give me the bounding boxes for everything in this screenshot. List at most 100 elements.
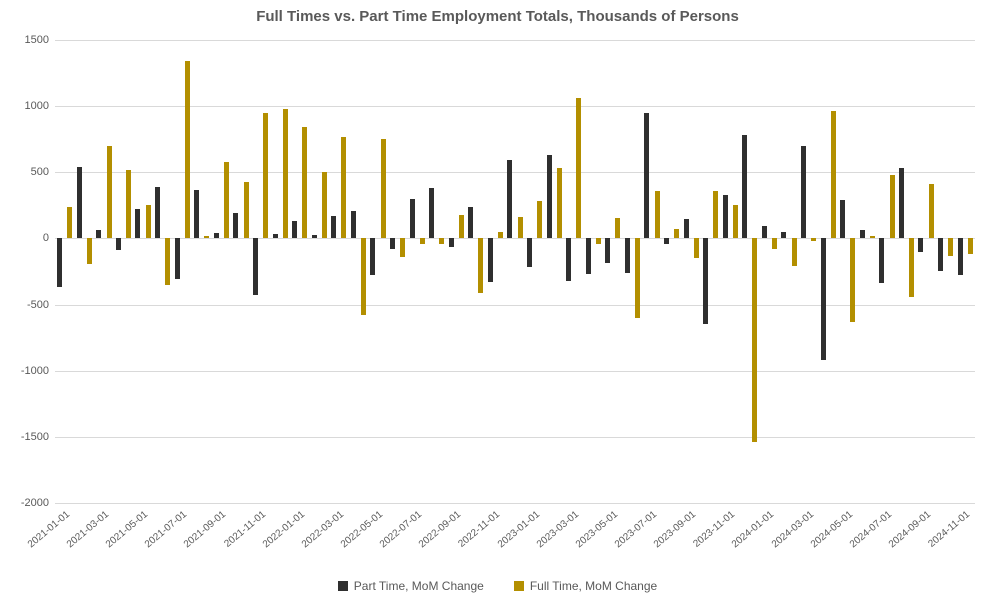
bar-full-time <box>811 238 816 241</box>
bar-full-time <box>596 238 601 243</box>
y-axis-tick-label: 0 <box>43 232 55 244</box>
chart-container: Full Times vs. Part Time Employment Tota… <box>0 0 995 599</box>
bar-part-time <box>938 238 943 271</box>
bar-part-time <box>723 195 728 239</box>
x-axis-tick-label: 2021-11-01 <box>222 509 268 550</box>
bar-part-time <box>429 188 434 238</box>
gridline <box>55 503 975 504</box>
legend-label-part-time: Part Time, MoM Change <box>354 579 484 593</box>
bar-part-time <box>507 160 512 238</box>
y-axis-tick-label: 1000 <box>25 100 55 112</box>
bar-full-time <box>283 109 288 238</box>
bar-full-time <box>341 137 346 239</box>
x-axis-tick-label: 2023-09-01 <box>652 509 698 550</box>
x-axis-tick-label: 2024-11-01 <box>927 509 973 550</box>
bar-part-time <box>57 238 62 287</box>
bar-part-time <box>468 207 473 239</box>
bar-full-time <box>400 238 405 257</box>
bar-part-time <box>96 230 101 238</box>
bar-part-time <box>390 238 395 249</box>
y-axis-tick-label: -500 <box>27 299 55 311</box>
plot-area: -2000-1500-1000-500050010001500 <box>55 40 975 504</box>
x-axis-tick-label: 2024-05-01 <box>809 509 855 550</box>
x-axis-tick-label: 2021-07-01 <box>143 509 189 550</box>
x-axis-tick-label: 2024-07-01 <box>848 509 894 550</box>
bar-part-time <box>116 238 121 250</box>
bar-part-time <box>664 238 669 244</box>
bar-full-time <box>713 191 718 239</box>
x-axis-tick-label: 2022-03-01 <box>300 509 346 550</box>
bar-full-time <box>165 238 170 284</box>
bar-full-time <box>772 238 777 249</box>
bar-full-time <box>498 232 503 238</box>
bar-part-time <box>214 233 219 238</box>
x-axis-tick-label: 2021-05-01 <box>104 509 150 550</box>
bar-full-time <box>107 146 112 238</box>
y-axis-tick-label: -1500 <box>21 431 55 443</box>
bar-full-time <box>909 238 914 296</box>
bar-part-time <box>547 155 552 238</box>
bar-part-time <box>175 238 180 279</box>
x-axis-labels: 2021-01-012021-03-012021-05-012021-07-01… <box>55 509 975 569</box>
bar-part-time <box>644 113 649 238</box>
x-axis-tick-label: 2023-03-01 <box>535 509 581 550</box>
bar-part-time <box>586 238 591 274</box>
bar-part-time <box>135 209 140 239</box>
bar-part-time <box>273 234 278 238</box>
bar-part-time <box>449 238 454 247</box>
bar-full-time <box>576 98 581 238</box>
bar-full-time <box>733 205 738 238</box>
bar-full-time <box>694 238 699 258</box>
bar-part-time <box>155 187 160 239</box>
bar-part-time <box>331 216 336 238</box>
bar-full-time <box>478 238 483 292</box>
bar-full-time <box>635 238 640 317</box>
chart-title: Full Times vs. Part Time Employment Tota… <box>0 8 995 25</box>
bar-part-time <box>312 235 317 238</box>
x-axis-tick-label: 2022-07-01 <box>378 509 424 550</box>
bar-full-time <box>968 238 973 254</box>
bar-full-time <box>361 238 366 315</box>
bar-full-time <box>244 182 249 238</box>
bar-part-time <box>703 238 708 324</box>
bar-part-time <box>801 146 806 239</box>
bar-part-time <box>370 238 375 275</box>
bar-part-time <box>488 238 493 282</box>
bar-full-time <box>674 229 679 238</box>
bar-part-time <box>762 226 767 239</box>
bar-full-time <box>518 217 523 239</box>
bar-full-time <box>870 236 875 238</box>
bar-part-time <box>840 200 845 238</box>
bar-full-time <box>263 113 268 238</box>
bar-full-time <box>224 162 229 239</box>
bar-part-time <box>292 221 297 239</box>
bar-full-time <box>185 61 190 238</box>
legend-item-part-time: Part Time, MoM Change <box>338 579 484 593</box>
bar-part-time <box>77 167 82 238</box>
bar-part-time <box>860 230 865 238</box>
bar-part-time <box>684 219 689 239</box>
bar-part-time <box>233 213 238 238</box>
bar-part-time <box>958 238 963 275</box>
legend-swatch-part-time <box>338 581 348 591</box>
bar-full-time <box>655 191 660 239</box>
x-axis-tick-label: 2024-03-01 <box>769 509 815 550</box>
bar-full-time <box>890 175 895 238</box>
x-axis-tick-label: 2021-01-01 <box>26 509 72 550</box>
bar-part-time <box>899 168 904 238</box>
x-axis-tick-label: 2022-11-01 <box>457 509 503 550</box>
bar-full-time <box>322 172 327 238</box>
bars-layer <box>55 40 975 503</box>
bar-full-time <box>615 218 620 239</box>
x-axis-tick-label: 2023-01-01 <box>495 509 541 550</box>
y-axis-tick-label: -2000 <box>21 497 55 509</box>
bar-full-time <box>420 238 425 243</box>
bar-part-time <box>879 238 884 283</box>
bar-part-time <box>527 238 532 266</box>
bar-full-time <box>557 168 562 238</box>
x-axis-tick-label: 2023-05-01 <box>574 509 620 550</box>
bar-part-time <box>821 238 826 360</box>
bar-full-time <box>792 238 797 265</box>
legend-swatch-full-time <box>514 581 524 591</box>
x-axis-tick-label: 2024-01-01 <box>730 509 776 550</box>
